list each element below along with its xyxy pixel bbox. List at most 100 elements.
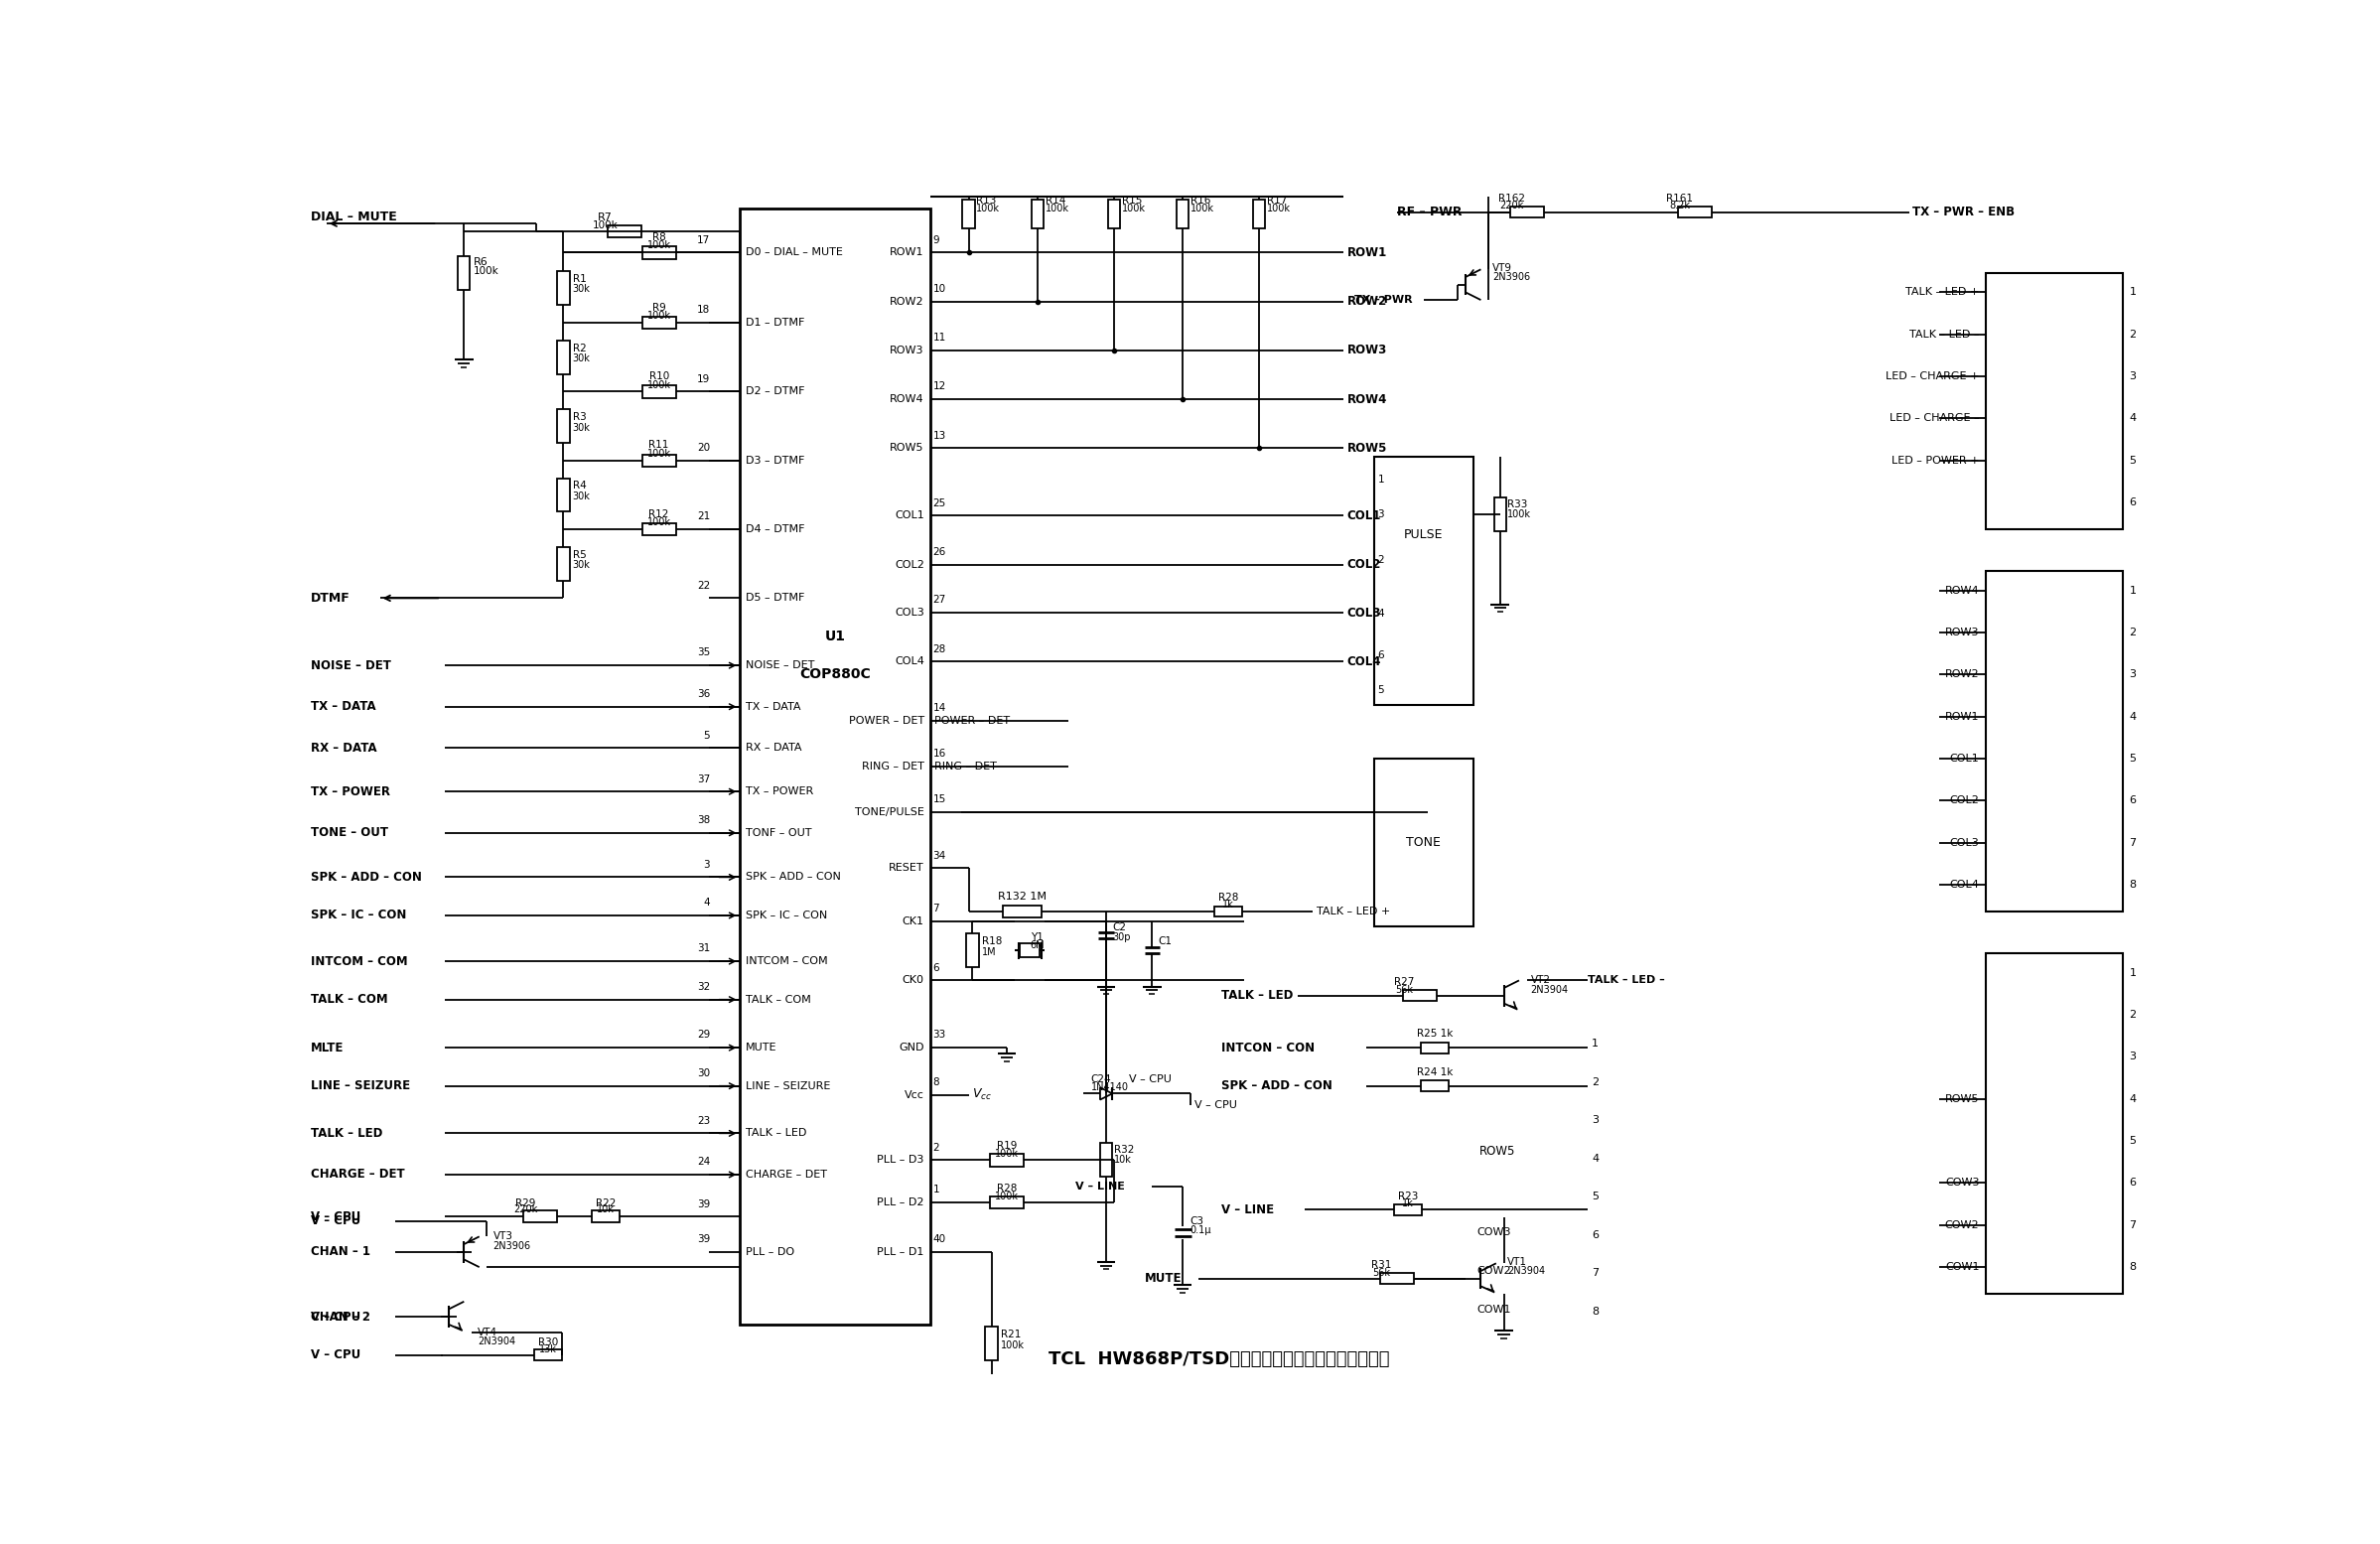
Text: LED – CHARGE –: LED – CHARGE – <box>1890 414 1980 423</box>
Text: SPK – ADD – CON: SPK – ADD – CON <box>1221 1079 1333 1092</box>
Bar <box>557 270 569 304</box>
Bar <box>607 225 640 238</box>
Text: R3: R3 <box>574 412 585 422</box>
Text: D2 – DTMF: D2 – DTMF <box>745 386 804 397</box>
Text: 4: 4 <box>2130 414 2137 423</box>
Text: 8: 8 <box>2130 1261 2137 1272</box>
Text: SPK – ADD – CON: SPK – ADD – CON <box>312 871 421 883</box>
Text: 100k: 100k <box>1121 204 1145 213</box>
Text: 4: 4 <box>1378 608 1385 619</box>
Bar <box>1031 199 1042 229</box>
Text: MLTE: MLTE <box>312 1041 345 1055</box>
Text: TONF – OUT: TONF – OUT <box>745 828 812 838</box>
Bar <box>985 1326 997 1360</box>
Text: TONE/PULSE: TONE/PULSE <box>854 808 923 817</box>
Text: RING – DET: RING – DET <box>862 761 923 772</box>
Text: RING – DET: RING – DET <box>935 761 997 772</box>
Text: TALK – COM: TALK – COM <box>312 993 388 1007</box>
Text: R23: R23 <box>1397 1190 1418 1201</box>
Text: R8: R8 <box>652 232 666 242</box>
Text: V – CPU: V – CPU <box>1195 1099 1238 1110</box>
Text: 16: 16 <box>933 749 945 758</box>
Text: 1: 1 <box>2130 968 2137 977</box>
Text: 6: 6 <box>2130 1178 2137 1187</box>
Text: ROW5: ROW5 <box>890 443 923 454</box>
Text: ROW5: ROW5 <box>1478 1144 1516 1158</box>
Text: 100k: 100k <box>1000 1340 1023 1349</box>
Text: 1: 1 <box>1378 474 1385 485</box>
Text: 220k: 220k <box>514 1204 538 1215</box>
Text: 1N4140: 1N4140 <box>1090 1082 1128 1093</box>
Text: 100k: 100k <box>593 221 619 230</box>
Text: LED – CHARGE +: LED – CHARGE + <box>1885 372 1980 381</box>
Text: 10k: 10k <box>597 1204 614 1215</box>
Text: 28: 28 <box>933 644 945 655</box>
Text: COW1: COW1 <box>1478 1305 1511 1314</box>
Bar <box>557 341 569 374</box>
Bar <box>1380 1274 1414 1285</box>
Text: LINE – SEIZURE: LINE – SEIZURE <box>745 1081 831 1092</box>
Text: TONE: TONE <box>1407 837 1440 849</box>
Text: 13: 13 <box>933 431 945 440</box>
Text: 6: 6 <box>2130 497 2137 508</box>
Text: 6: 6 <box>1378 650 1385 661</box>
Text: ROW3: ROW3 <box>1944 627 1980 638</box>
Text: ROW4: ROW4 <box>1347 392 1388 406</box>
Text: 3: 3 <box>704 860 709 869</box>
Text: Vcc: Vcc <box>904 1090 923 1099</box>
Text: R16: R16 <box>1190 196 1211 205</box>
Text: PLL – D2: PLL – D2 <box>878 1197 923 1207</box>
Text: GND: GND <box>900 1042 923 1053</box>
Text: C1: C1 <box>1159 937 1171 946</box>
Text: 8: 8 <box>1592 1306 1599 1317</box>
Bar <box>1678 207 1711 218</box>
Text: POWER – DET: POWER – DET <box>935 715 1009 726</box>
Text: 3: 3 <box>2130 670 2137 679</box>
Text: 2: 2 <box>933 1143 940 1152</box>
Text: MUTE: MUTE <box>1145 1272 1183 1285</box>
Text: TONE – OUT: TONE – OUT <box>312 826 388 840</box>
Text: R13: R13 <box>976 196 997 205</box>
Text: D1 – DTMF: D1 – DTMF <box>745 318 804 327</box>
Text: COW2: COW2 <box>1944 1220 1980 1231</box>
Text: R32: R32 <box>1114 1146 1135 1155</box>
Text: TALK – LED: TALK – LED <box>1221 990 1292 1002</box>
Bar <box>557 409 569 443</box>
Text: 100k: 100k <box>1045 204 1069 213</box>
Text: VT9: VT9 <box>1492 262 1511 273</box>
Text: 3: 3 <box>1378 510 1385 519</box>
Text: 1k: 1k <box>1223 900 1235 909</box>
Text: COW3: COW3 <box>1944 1178 1980 1187</box>
Text: COL4: COL4 <box>895 656 923 667</box>
Text: RX – DATA: RX – DATA <box>312 741 378 755</box>
Text: 18: 18 <box>697 306 709 315</box>
Text: 2N3904: 2N3904 <box>478 1336 516 1346</box>
Text: 11: 11 <box>933 334 945 343</box>
Bar <box>643 247 676 259</box>
Text: R132 1M: R132 1M <box>997 891 1047 902</box>
Text: 2N3906: 2N3906 <box>1492 272 1530 283</box>
Bar <box>990 1153 1023 1166</box>
Text: R29: R29 <box>514 1198 535 1209</box>
Text: 10k: 10k <box>1114 1155 1130 1166</box>
Text: 6: 6 <box>1592 1231 1599 1240</box>
Text: 22: 22 <box>697 581 709 590</box>
Bar <box>643 454 676 466</box>
Text: COW1: COW1 <box>1944 1261 1980 1272</box>
Text: ROW3: ROW3 <box>890 346 923 355</box>
Bar <box>1176 199 1188 229</box>
Text: C24: C24 <box>1090 1075 1111 1085</box>
Text: V – LINE: V – LINE <box>1076 1181 1126 1192</box>
Text: SPK – IC – CON: SPK – IC – CON <box>745 911 826 920</box>
Text: CHARGE – DET: CHARGE – DET <box>745 1170 826 1180</box>
Text: ROW2: ROW2 <box>890 296 923 306</box>
Text: 5: 5 <box>2130 753 2137 764</box>
Text: R18: R18 <box>981 937 1002 946</box>
Bar <box>962 199 976 229</box>
Text: 4: 4 <box>1592 1153 1599 1164</box>
Text: TALK – LED +: TALK – LED + <box>1316 906 1390 917</box>
Text: 100k: 100k <box>647 517 671 528</box>
Text: 30k: 30k <box>574 560 590 570</box>
Text: 0.1μ: 0.1μ <box>1190 1226 1211 1235</box>
Text: 2N3904: 2N3904 <box>1507 1266 1545 1275</box>
